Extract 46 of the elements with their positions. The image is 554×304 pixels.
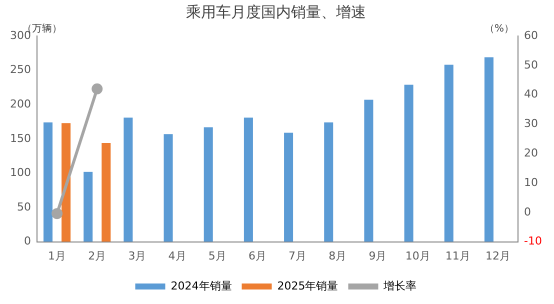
- bar: [284, 132, 294, 242]
- y-tick-label: 300: [10, 28, 31, 42]
- legend-label: 增长率: [382, 279, 417, 292]
- y2-tick-label: 20: [524, 146, 538, 160]
- x-tick-label: 1月: [48, 249, 66, 262]
- x-tick-label: 2月: [88, 249, 106, 262]
- x-tick-label: 9月: [368, 249, 387, 262]
- y-tick-label: 250: [10, 63, 31, 76]
- x-tick-label: 4月: [168, 249, 186, 262]
- y-tick-label: 200: [10, 97, 31, 110]
- y2-axis-title: （%）: [484, 24, 514, 35]
- y2-tick-label: -10: [524, 234, 542, 248]
- bar: [164, 134, 173, 242]
- bar: [124, 118, 133, 242]
- bar: [44, 122, 53, 242]
- y2-tick-label: 0: [524, 205, 532, 218]
- x-tick-label: 8月: [328, 249, 347, 262]
- x-tick-label: 11月: [445, 249, 470, 262]
- bar: [324, 122, 334, 242]
- y-tick-label: 0: [24, 234, 31, 248]
- x-tick-label: 7月: [288, 249, 307, 262]
- y-tick-label: 50: [16, 200, 31, 214]
- bar: [364, 100, 374, 242]
- bar: [204, 127, 213, 242]
- x-tick-label: 5月: [208, 249, 226, 262]
- x-tick-label: 10月: [405, 249, 430, 262]
- bar: [62, 123, 71, 242]
- y2-tick-label: 60: [524, 28, 538, 42]
- bar: [404, 84, 414, 242]
- legend-label: 2025年销量: [277, 279, 338, 292]
- bar: [444, 64, 454, 242]
- bar: [484, 57, 494, 242]
- y-tick-label: 150: [10, 132, 31, 145]
- y2-tick-label: 10: [524, 176, 538, 189]
- y2-tick-label: 40: [524, 88, 538, 101]
- x-tick-label: 12月: [485, 249, 510, 262]
- legend-label: 2024年销量: [170, 279, 232, 292]
- bar: [102, 143, 111, 242]
- x-tick-label: 6月: [248, 249, 266, 262]
- y-tick-label: 100: [10, 166, 31, 180]
- y2-tick-label: 30: [524, 117, 538, 130]
- x-tick-label: 3月: [128, 249, 146, 262]
- chart-title: 乘用车月度国内销量、增速: [186, 2, 366, 21]
- bar: [84, 172, 93, 242]
- y2-tick-label: 50: [524, 58, 538, 72]
- bar: [244, 118, 253, 242]
